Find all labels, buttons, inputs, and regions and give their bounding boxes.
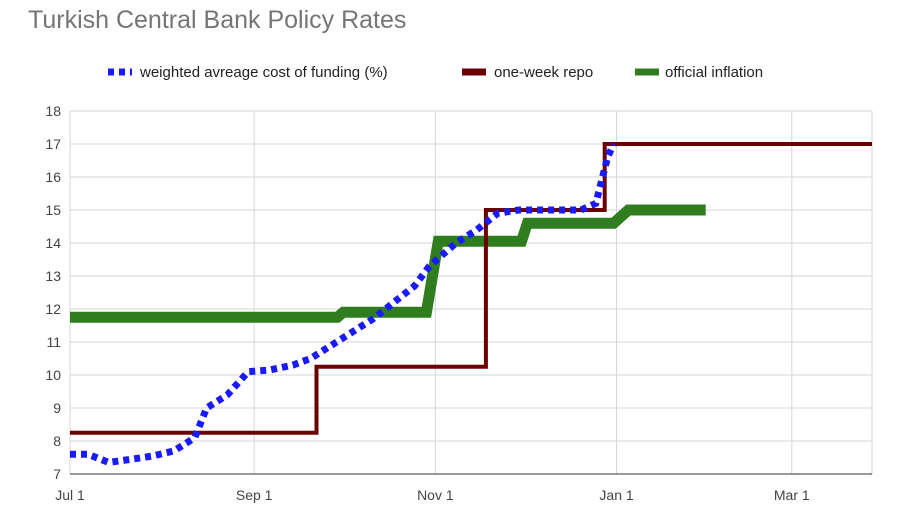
x-tick-label: Jan 1 xyxy=(599,487,633,503)
y-tick-label: 16 xyxy=(45,169,61,185)
series-line-0 xyxy=(70,142,617,466)
x-tick-label: Mar 1 xyxy=(774,487,810,503)
legend: weighted avreage cost of funding (%) one-… xyxy=(108,64,763,81)
legend-label-1: one-week repo xyxy=(494,64,593,81)
y-tick-label: 18 xyxy=(45,103,61,119)
x-axis-labels: Jul 1 Sep 1 Nov 1 Jan 1 Mar 1 xyxy=(55,487,810,503)
grid-lines xyxy=(69,110,873,475)
y-tick-label: 10 xyxy=(45,367,61,383)
chart-title: Turkish Central Bank Policy Rates xyxy=(28,6,407,34)
y-tick-label: 14 xyxy=(45,235,61,251)
y-tick-label: 15 xyxy=(45,202,61,218)
x-tick-label: Nov 1 xyxy=(417,487,454,503)
y-axis-labels: 7 8 9 10 11 12 13 14 15 16 17 18 xyxy=(45,103,61,482)
y-tick-label: 17 xyxy=(45,136,61,152)
series-line-1 xyxy=(70,142,872,435)
legend-label-2: official inflation xyxy=(665,64,763,81)
y-tick-label: 7 xyxy=(53,466,61,482)
series-lines xyxy=(70,142,872,466)
y-tick-label: 13 xyxy=(45,268,61,284)
y-tick-label: 12 xyxy=(45,301,61,317)
series-line-2 xyxy=(70,204,706,323)
y-tick-label: 9 xyxy=(53,400,61,416)
y-tick-label: 11 xyxy=(46,334,61,350)
x-tick-label: Jul 1 xyxy=(55,487,85,503)
x-tick-label: Sep 1 xyxy=(236,487,273,503)
legend-label-0: weighted avreage cost of funding (%) xyxy=(139,64,388,81)
y-tick-label: 8 xyxy=(53,433,61,449)
